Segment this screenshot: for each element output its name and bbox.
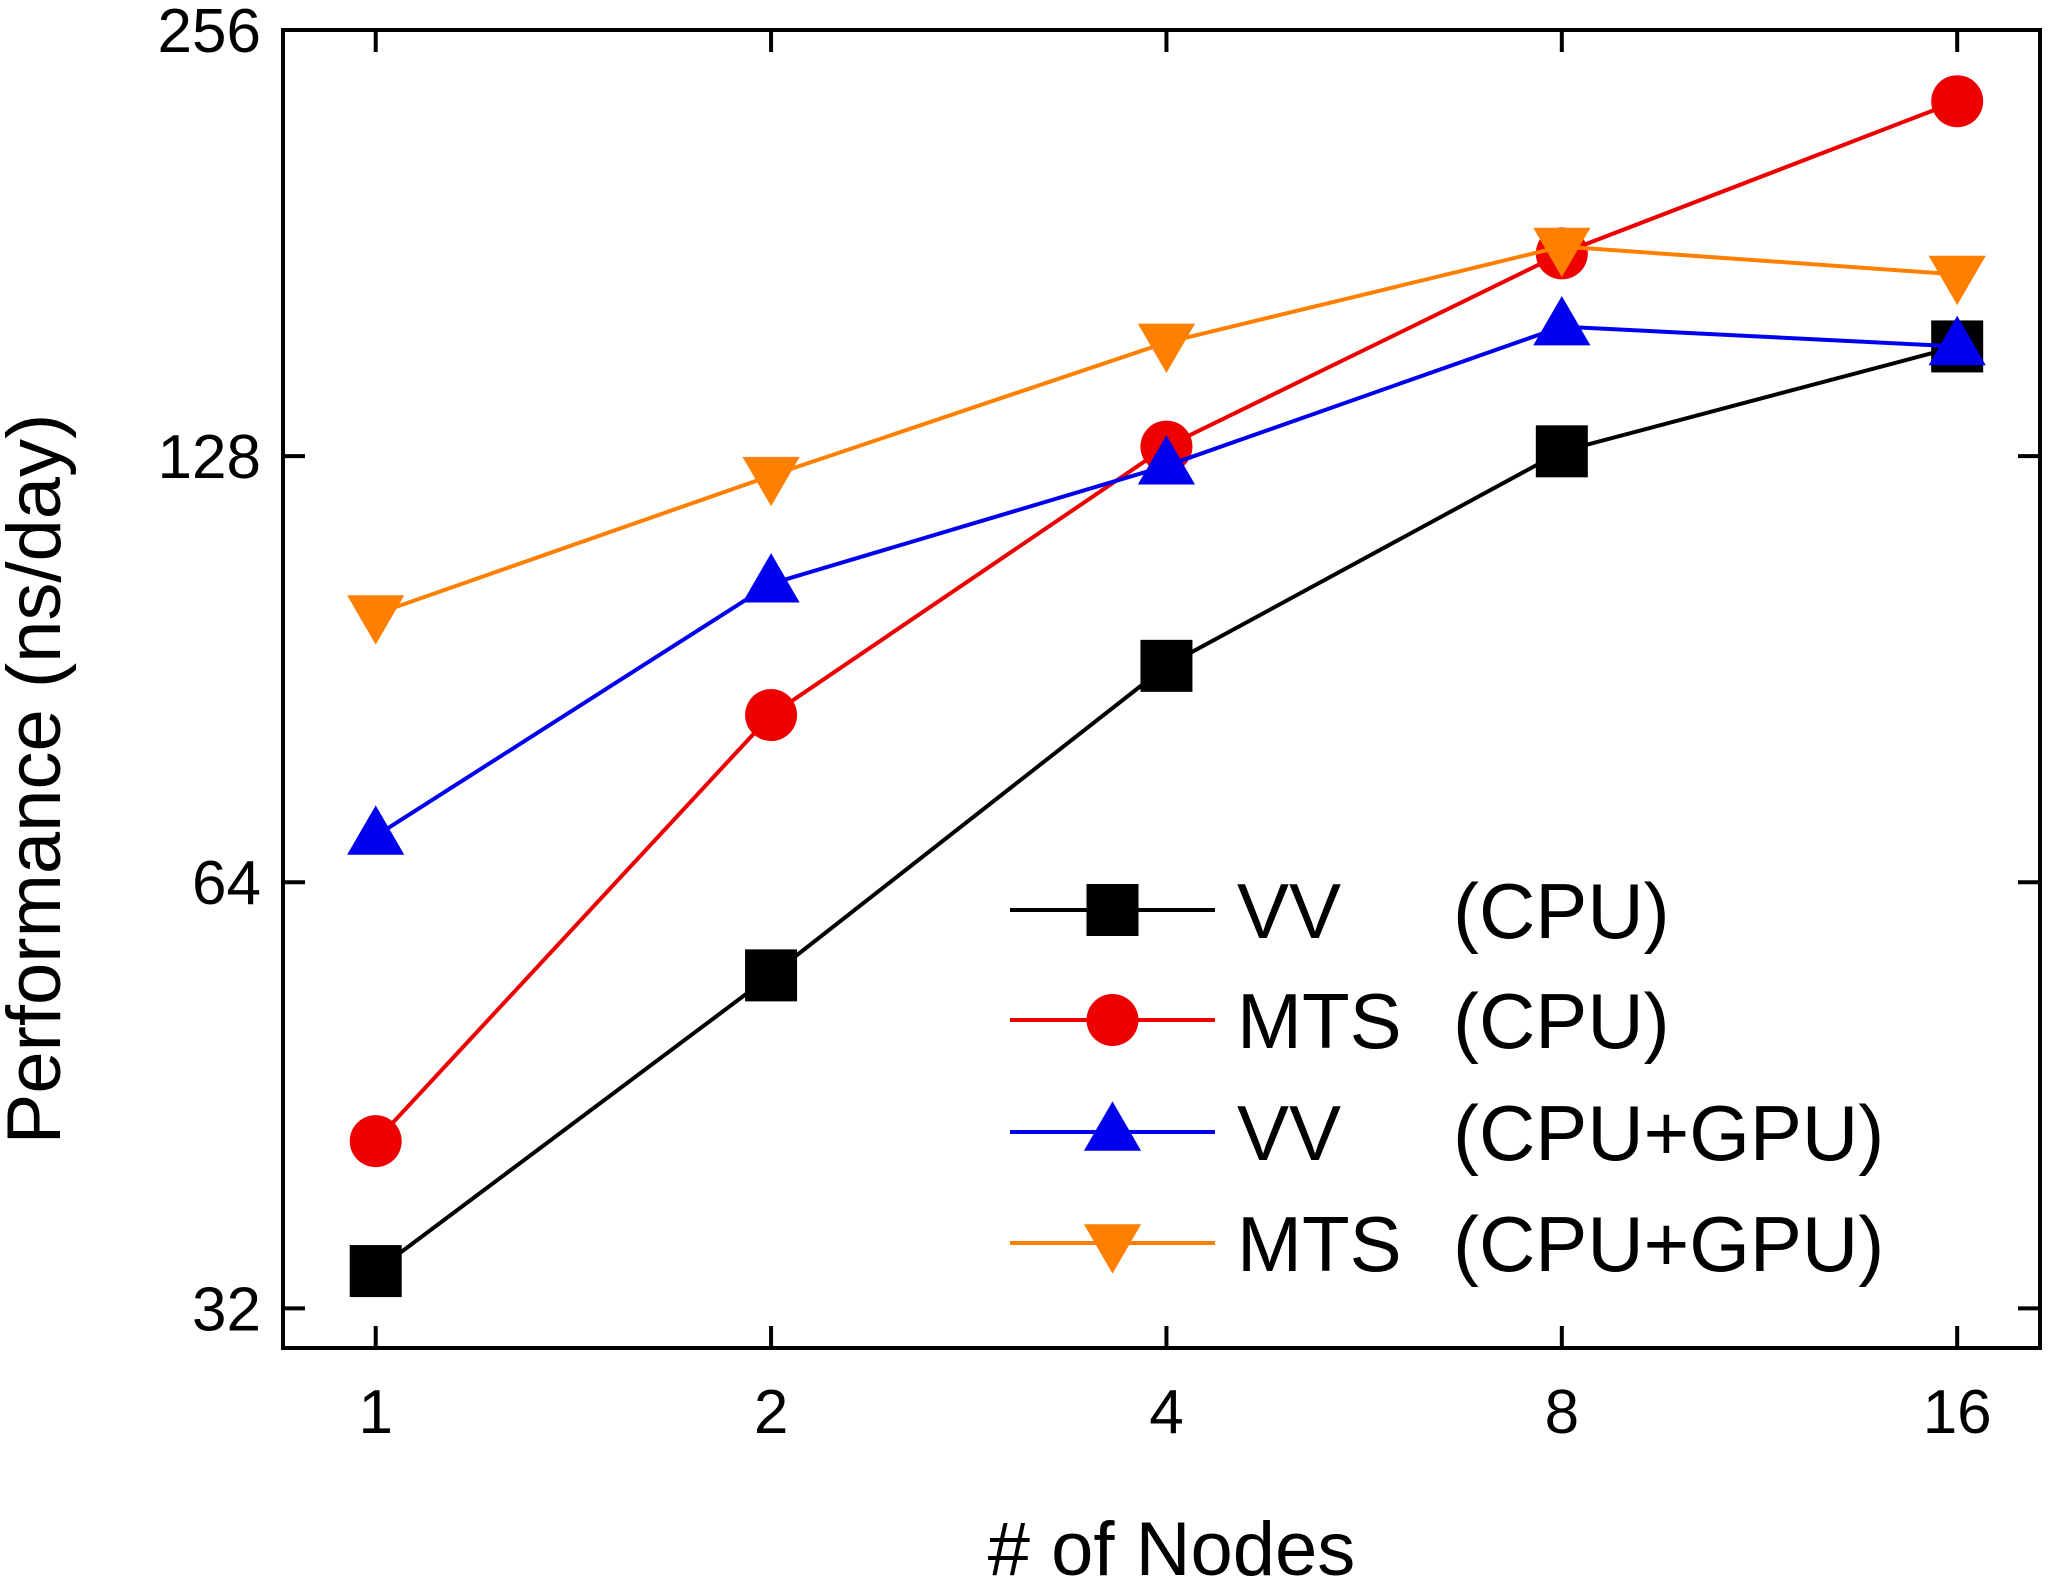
x-tick-label: 2 [754, 1378, 788, 1447]
legend-label-prefix: VV [1237, 867, 1341, 955]
legend-label-prefix: VV [1237, 1089, 1341, 1177]
data-point [745, 689, 798, 742]
legend-entry: VV (CPU+GPU) [1010, 1089, 1884, 1177]
x-tick-label: 8 [1545, 1378, 1579, 1447]
data-point [349, 1115, 402, 1168]
series-4 [347, 227, 1986, 645]
legend-entry: VV (CPU) [1010, 867, 1670, 955]
legend-entry: MTS (CPU+GPU) [1010, 1200, 1884, 1288]
data-point [1137, 435, 1196, 485]
data-point [1928, 255, 1986, 306]
data-point [1137, 323, 1196, 374]
legend-marker [1086, 884, 1139, 936]
plot-frame [281, 28, 2042, 1350]
data-point [1931, 75, 1984, 128]
data-point [1535, 425, 1588, 478]
data-point [349, 1245, 402, 1298]
data-point [1140, 639, 1193, 692]
legend-marker [1086, 994, 1139, 1046]
data-point [1533, 296, 1591, 346]
data-point [1533, 227, 1591, 278]
legend-label-suffix: (CPU+GPU) [1453, 1089, 1884, 1177]
data-point [742, 456, 800, 507]
x-tick-label: 16 [1923, 1378, 1992, 1447]
legend-label-prefix: MTS [1237, 977, 1402, 1065]
legend: VV (CPU) MTS (CPU) VV (CPU+GPU) MTS (CPU+GPU) [1010, 867, 1884, 1288]
y-tick-label: 256 [158, 0, 261, 66]
data-point [745, 949, 798, 1002]
legend-label-suffix: (CPU+GPU) [1453, 1200, 1884, 1288]
legend-marker [1083, 1101, 1142, 1151]
legend-label-suffix: (CPU) [1453, 977, 1670, 1065]
data-point [1928, 315, 1986, 366]
x-tick-label: 1 [358, 1378, 392, 1447]
x-tick-label: 4 [1149, 1378, 1183, 1447]
data-point [347, 805, 405, 855]
axis-ticks [283, 28, 2040, 1348]
legend-label-prefix: MTS [1237, 1200, 1402, 1288]
tick-labels: 1 2 4 8 16 32 64 128 256 [158, 0, 1992, 1447]
y-tick-label: 128 [158, 423, 261, 492]
y-tick-label: 64 [192, 849, 261, 918]
legend-entry: MTS (CPU) [1010, 977, 1670, 1065]
y-tick-label: 32 [192, 1275, 261, 1344]
y-axis-title: Performance (ns/day) [0, 414, 77, 1145]
series-3 [347, 296, 1986, 855]
series-2 [349, 75, 1984, 1168]
series-line [374, 324, 1958, 838]
x-axis-title: # of Nodes [988, 1507, 1356, 1578]
legend-label-suffix: (CPU) [1453, 867, 1670, 955]
legend-marker [1083, 1224, 1142, 1274]
data-point [347, 595, 405, 645]
series-layer [347, 75, 1986, 1298]
data-point [742, 553, 800, 603]
plot-border [281, 28, 2042, 1350]
